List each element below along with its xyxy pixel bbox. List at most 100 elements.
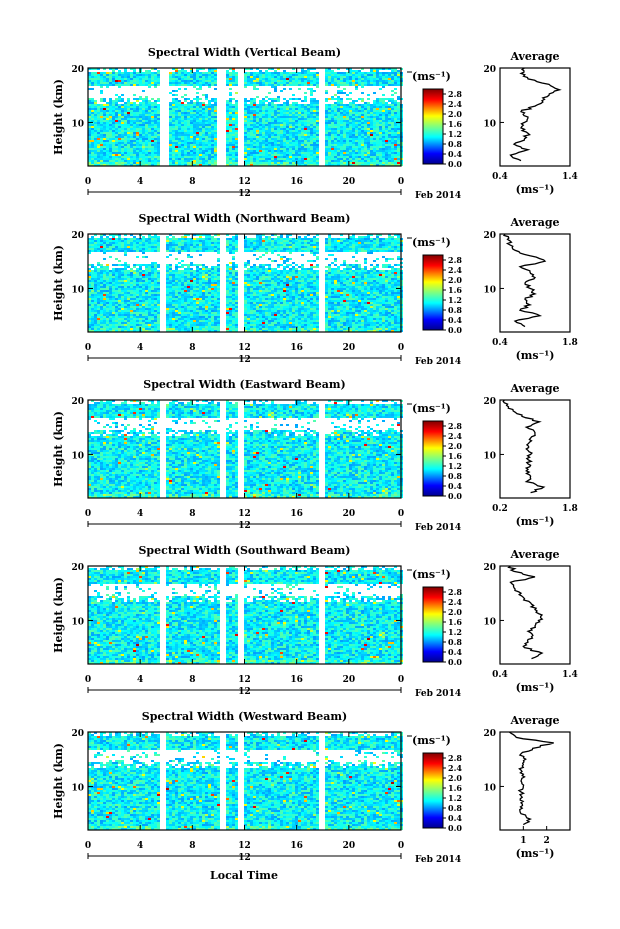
heatmap-cell <box>91 244 94 246</box>
heatmap-cell <box>274 234 277 236</box>
heatmap-cell <box>205 72 208 74</box>
heatmap-cell <box>376 164 379 166</box>
heatmap-cell <box>397 118 400 120</box>
heatmap-cell <box>373 124 376 126</box>
heatmap-cell <box>133 150 136 152</box>
heatmap-cell <box>253 126 256 128</box>
heatmap-cell <box>391 130 394 132</box>
heatmap-cell <box>361 238 364 240</box>
heatmap-cell <box>193 108 196 110</box>
heatmap-cell <box>169 134 172 136</box>
heatmap-cell <box>259 162 262 164</box>
heatmap-cell <box>289 246 292 248</box>
heatmap-cell <box>367 250 370 252</box>
heatmap-cell <box>346 144 349 146</box>
heatmap-cell <box>196 264 199 266</box>
heatmap-cell <box>349 106 352 108</box>
heatmap-cell <box>271 100 274 102</box>
heatmap-cell <box>145 136 148 138</box>
x-tick-label: 4 <box>137 177 143 187</box>
heatmap-cell <box>331 262 334 264</box>
heatmap-cell <box>286 132 289 134</box>
heatmap-cell <box>295 128 298 130</box>
heatmap-cell <box>265 76 268 78</box>
heatmap-cell <box>379 106 382 108</box>
heatmap-cell <box>100 92 103 94</box>
panel-2: Spectral Width (Northward Beam)0 4 8 12 16 20… <box>52 212 578 367</box>
heatmap-cell <box>103 108 106 110</box>
heatmap-cell <box>235 250 238 252</box>
heatmap-cell <box>340 82 343 84</box>
heatmap-cell <box>142 244 145 246</box>
heatmap-cell <box>127 162 130 164</box>
heatmap-cell <box>280 236 283 238</box>
heatmap-cell <box>166 248 169 250</box>
heatmap-cell <box>259 82 262 84</box>
heatmap-cell <box>388 122 391 124</box>
heatmap-cell <box>244 128 247 130</box>
heatmap-cell <box>259 74 262 76</box>
heatmap-cell <box>283 248 286 250</box>
heatmap-cell <box>193 142 196 144</box>
heatmap-cell <box>253 246 256 248</box>
heatmap-cell <box>334 84 337 86</box>
heatmap-cell <box>178 108 181 110</box>
heatmap-cell <box>181 110 184 112</box>
heatmap-cell <box>253 114 256 116</box>
heatmap-cell <box>298 98 301 100</box>
heatmap-cell <box>151 80 154 82</box>
heatmap-cell <box>280 242 283 244</box>
heatmap-cell <box>178 148 181 150</box>
heatmap-cell <box>361 68 364 70</box>
heatmap-cell <box>316 246 319 248</box>
heatmap-cell <box>145 112 148 114</box>
heatmap-cell <box>256 234 259 236</box>
heatmap-cell <box>148 148 151 150</box>
heatmap-cell <box>313 68 316 70</box>
heatmap-cell <box>292 72 295 74</box>
heatmap-cell <box>226 112 229 114</box>
heatmap-cell <box>286 150 289 152</box>
heatmap-cell <box>304 108 307 110</box>
heatmap-cell <box>298 236 301 238</box>
heatmap-cell <box>106 106 109 108</box>
heatmap-cell <box>151 108 154 110</box>
heatmap-cell <box>361 116 364 118</box>
heatmap-cell <box>118 100 121 102</box>
heatmap-cell <box>280 120 283 122</box>
heatmap-cell <box>91 152 94 154</box>
heatmap-cell <box>247 80 250 82</box>
heatmap-cell <box>193 154 196 156</box>
heatmap-cell <box>343 112 346 114</box>
heatmap-cell <box>124 134 127 136</box>
heatmap-cell <box>112 130 115 132</box>
heatmap-cell <box>358 98 361 100</box>
heatmap-cell <box>103 242 106 244</box>
heatmap-cell <box>181 144 184 146</box>
heatmap-cell <box>208 124 211 126</box>
heatmap-cell <box>106 144 109 146</box>
heatmap-cell <box>244 162 247 164</box>
heatmap-cell <box>196 110 199 112</box>
heatmap-cell <box>235 156 238 158</box>
heatmap-cell <box>106 122 109 124</box>
heatmap-cell <box>181 124 184 126</box>
heatmap-cell <box>148 134 151 136</box>
heatmap-cell <box>181 104 184 106</box>
heatmap-cell <box>172 160 175 162</box>
heatmap-cell <box>283 136 286 138</box>
heatmap-cell <box>118 106 121 108</box>
heatmap-cell <box>199 154 202 156</box>
heatmap-cell <box>127 114 130 116</box>
heatmap-cell <box>226 130 229 132</box>
heatmap-cell <box>340 154 343 156</box>
heatmap-cell <box>373 114 376 116</box>
heatmap-cell <box>379 250 382 252</box>
heatmap-cell <box>121 248 124 250</box>
heatmap-cell <box>190 156 193 158</box>
heatmap-cell <box>169 136 172 138</box>
heatmap-cell <box>259 154 262 156</box>
heatmap-cell <box>382 140 385 142</box>
heatmap-cell <box>148 80 151 82</box>
heatmap-cell <box>172 138 175 140</box>
